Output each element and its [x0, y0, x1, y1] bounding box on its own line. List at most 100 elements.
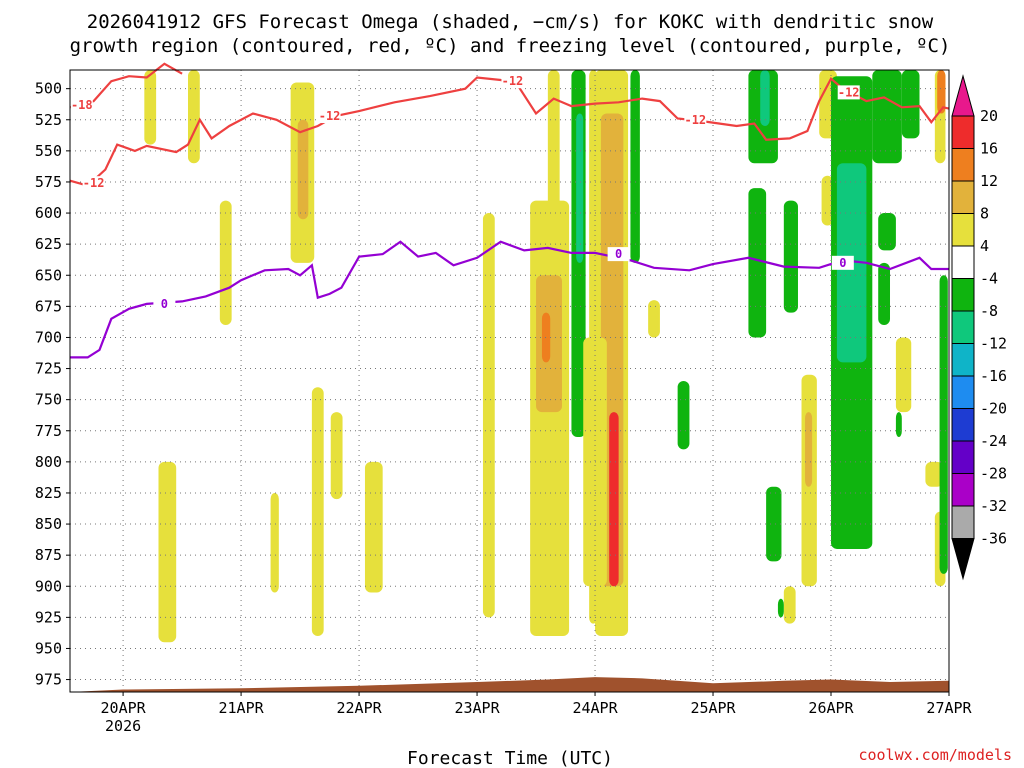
y-tick-label: 550: [35, 142, 62, 160]
omega-cell: [158, 461, 177, 643]
y-tick-label: 525: [35, 111, 62, 129]
omega-cell: [895, 337, 912, 413]
colorbar-level-label: 8: [980, 205, 989, 223]
plot-background: [70, 70, 949, 692]
colorbar-level-label: -20: [980, 400, 1007, 418]
x-tick-label: 23APR: [454, 699, 500, 717]
x-tick-label: 20APR: [101, 699, 147, 717]
contour-label: -12: [502, 74, 524, 88]
omega-cell: [766, 486, 782, 562]
colorbar-level-label: -4: [980, 270, 998, 288]
plot-frame: [69, 69, 950, 693]
plot-area: [70, 70, 949, 692]
colorbar-swatch: [951, 278, 975, 312]
omega-cell: [878, 262, 891, 326]
omega-cell: [925, 461, 944, 487]
colorbar-level-label: 4: [980, 237, 989, 255]
omega-cell: [630, 70, 640, 263]
y-tick-label: 875: [35, 546, 62, 564]
y-tick-label: 975: [35, 671, 62, 689]
colorbar-level-label: -28: [980, 465, 1007, 483]
omega-cell: [311, 387, 324, 637]
contour-label-bg: [501, 74, 524, 89]
y-tick-label: 700: [35, 328, 62, 346]
omega-cell: [878, 213, 896, 251]
colorbar-level-label: -32: [980, 497, 1007, 515]
colorbar-swatch: [951, 375, 975, 409]
colorbar-swatch: [951, 180, 975, 214]
omega-cell: [144, 70, 157, 145]
omega-cell: [783, 200, 798, 313]
y-tick-label: 500: [35, 80, 62, 98]
colorbar-level-label: -16: [980, 367, 1007, 385]
omega-cell: [805, 412, 813, 487]
y-tick-label: 575: [35, 173, 62, 191]
colorbar-swatch: [951, 505, 975, 539]
x-year-label: 2026: [105, 717, 141, 735]
contour-label: 0: [161, 297, 168, 311]
colorbar-arrow-bottom: [951, 538, 975, 581]
y-tick-label: 950: [35, 639, 62, 657]
contour-label: -12: [319, 109, 341, 123]
colorbar-level-label: -12: [980, 335, 1007, 353]
y-tick-label: 800: [35, 453, 62, 471]
omega-cell: [482, 213, 495, 618]
omega-cell: [364, 461, 383, 593]
contour-label-bg: [318, 109, 341, 124]
y-tick-label: 625: [35, 235, 62, 253]
contour-label: -12: [838, 85, 860, 99]
colorbar-level-label: 20: [980, 107, 998, 125]
colorbar-swatch: [951, 473, 975, 507]
colorbar-swatch: [951, 408, 975, 442]
colorbar-swatch: [951, 343, 975, 377]
x-tick-label: 22APR: [336, 699, 382, 717]
omega-cell: [748, 188, 767, 338]
colorbar-swatch: [951, 213, 975, 247]
colorbar-arrow-top: [951, 74, 975, 117]
freezing-level-line: [70, 240, 949, 359]
omega-cell: [530, 200, 570, 637]
omega-cell: [330, 412, 343, 500]
omega-cell: [270, 492, 279, 593]
y-tick-label: 775: [35, 422, 62, 440]
omega-cell: [872, 70, 902, 164]
colorbar-level-label: -8: [980, 302, 998, 320]
omega-cell: [901, 70, 920, 139]
omega-shading: [144, 70, 948, 643]
omega-cell: [609, 412, 619, 587]
omega-cell: [541, 312, 551, 363]
y-tick-label: 750: [35, 391, 62, 409]
title-line-2: growth region (contoured, red, ºC) and f…: [70, 35, 951, 57]
y-tick-label: 675: [35, 297, 62, 315]
x-tick-label: 21APR: [219, 699, 265, 717]
omega-cell: [783, 586, 796, 624]
x-axis-label: Forecast Time (UTC): [407, 748, 613, 768]
y-tick-label: 600: [35, 204, 62, 222]
x-tick-label: 25APR: [690, 699, 736, 717]
omega-cell: [677, 381, 690, 450]
contour-label: -12: [83, 176, 105, 190]
y-tick-label: 650: [35, 266, 62, 284]
omega-cell: [297, 119, 309, 220]
omega-cell: [547, 70, 560, 214]
dgz-minus12-line: [69, 76, 950, 187]
omega-cell: [777, 598, 784, 618]
y-tick-label: 825: [35, 484, 62, 502]
credit-text: coolwx.com/models: [858, 746, 1012, 764]
contour-label: -12: [684, 113, 706, 127]
title-line-1: 2026041912 GFS Forecast Omega (shaded, −…: [87, 11, 934, 33]
contour-label-bg: [837, 85, 860, 100]
colorbar-level-label: 12: [980, 172, 998, 190]
omega-cell: [760, 70, 770, 126]
colorbar-level-label: 16: [980, 140, 998, 158]
y-tick-label: 925: [35, 608, 62, 626]
contour-label-bg: [70, 97, 93, 112]
omega-cell: [219, 200, 232, 326]
contour-label: 0: [839, 256, 846, 270]
colorbar-swatch: [951, 148, 975, 182]
x-tick-label: 24APR: [572, 699, 618, 717]
contour-lines: 0 0 0 -12 -12 -12 -12 -12 -18: [69, 62, 950, 359]
contour-label-bg: [831, 255, 854, 270]
contour-label-bg: [153, 296, 176, 311]
contour-label: -18: [71, 98, 93, 112]
